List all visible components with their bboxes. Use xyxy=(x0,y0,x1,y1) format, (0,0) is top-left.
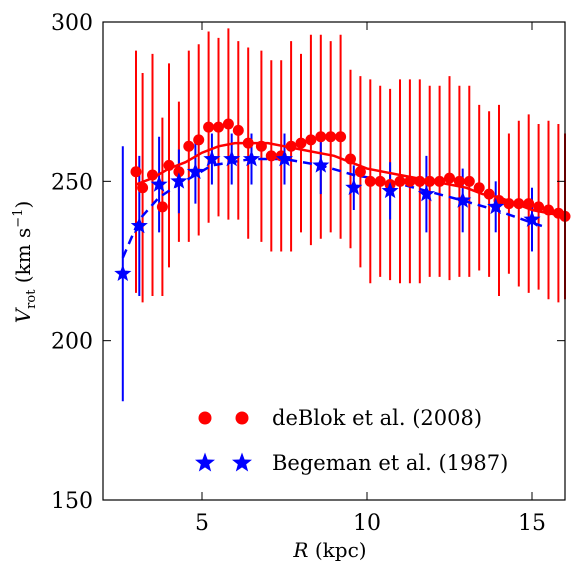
begeman-point xyxy=(487,197,505,215)
deblok-point xyxy=(523,198,535,210)
begeman-point xyxy=(312,156,330,173)
plot-frame xyxy=(102,21,566,501)
deblok-point xyxy=(503,198,515,210)
begeman-point xyxy=(523,210,541,227)
deblok-point xyxy=(173,166,185,178)
deblok-point xyxy=(183,140,195,152)
deblok-point xyxy=(414,175,426,187)
deblok-point xyxy=(335,131,347,143)
x-tick-label: 15 xyxy=(518,511,546,536)
legend-marker-begeman xyxy=(232,452,252,472)
error-bars xyxy=(121,28,566,402)
legend-label-begeman: Begeman et al. (1987) xyxy=(272,451,508,475)
y-axis-label: Vrot (km s−1) xyxy=(11,201,39,324)
deblok-point xyxy=(163,159,175,171)
x-tick-label: 10 xyxy=(353,511,381,536)
begeman-point xyxy=(417,185,435,202)
deblok-point xyxy=(453,175,465,187)
deblok-point xyxy=(434,175,446,187)
begeman-point xyxy=(114,264,132,282)
begeman-point xyxy=(275,150,294,167)
deblok-point xyxy=(147,169,158,181)
deblok-point xyxy=(305,134,317,146)
deblok-point xyxy=(203,121,215,133)
deblok-point xyxy=(354,166,366,178)
deblok-point xyxy=(345,153,356,165)
deblok-point xyxy=(543,204,554,216)
deblok-point xyxy=(394,175,406,187)
deblok-point xyxy=(193,134,205,146)
begeman-point xyxy=(454,191,472,208)
deblok-point xyxy=(242,137,254,149)
deblok-point xyxy=(232,124,244,136)
y-tick-label: 200 xyxy=(51,330,93,355)
begeman-point xyxy=(242,150,261,167)
deblok-point xyxy=(255,140,267,152)
deblok-point xyxy=(315,131,327,143)
begeman-point xyxy=(381,181,399,199)
legend-marker-deblok xyxy=(198,411,212,425)
deblok-point xyxy=(444,172,455,184)
deblok-point xyxy=(483,188,495,200)
deblok-point xyxy=(404,175,416,187)
deblok-point xyxy=(473,182,485,194)
deblok-point xyxy=(213,121,224,133)
begeman-point xyxy=(223,150,241,167)
deblok-point xyxy=(265,150,277,162)
begeman-point xyxy=(170,172,188,189)
deblok-point xyxy=(222,118,234,130)
y-tick-label: 150 xyxy=(51,489,93,514)
x-axis-label: R (kpc) xyxy=(292,538,366,562)
y-tick-label: 250 xyxy=(51,170,93,195)
deblok-point xyxy=(156,201,168,213)
axis-ticks: 5 10 15 150 200 250 300 xyxy=(51,11,565,536)
legend-label-deblok: deBlok et al. (2008) xyxy=(272,406,482,430)
deblok-point xyxy=(463,175,475,187)
deblok-point xyxy=(295,137,307,149)
begeman-point xyxy=(150,175,168,192)
deblok-point xyxy=(513,198,525,210)
deblok-point xyxy=(424,175,436,187)
deblok-point xyxy=(130,166,142,178)
begeman-point xyxy=(203,150,221,167)
data-markers xyxy=(114,118,571,282)
begeman-point xyxy=(130,216,148,234)
deblok-point xyxy=(137,182,149,194)
legend-marker-deblok xyxy=(235,411,249,425)
legend: deBlok et al. (2008) Begeman et al. (1987… xyxy=(195,406,508,475)
deblok-point xyxy=(325,131,337,143)
y-tick-label: 300 xyxy=(51,11,93,36)
legend-marker-begeman xyxy=(195,452,215,472)
deblok-point xyxy=(374,175,386,187)
deblok-point xyxy=(364,175,376,187)
begeman-point xyxy=(345,178,363,195)
begeman-point xyxy=(186,162,204,180)
deblok-point xyxy=(533,201,545,213)
deblok-point xyxy=(285,140,297,152)
x-tick-label: 5 xyxy=(195,511,209,536)
